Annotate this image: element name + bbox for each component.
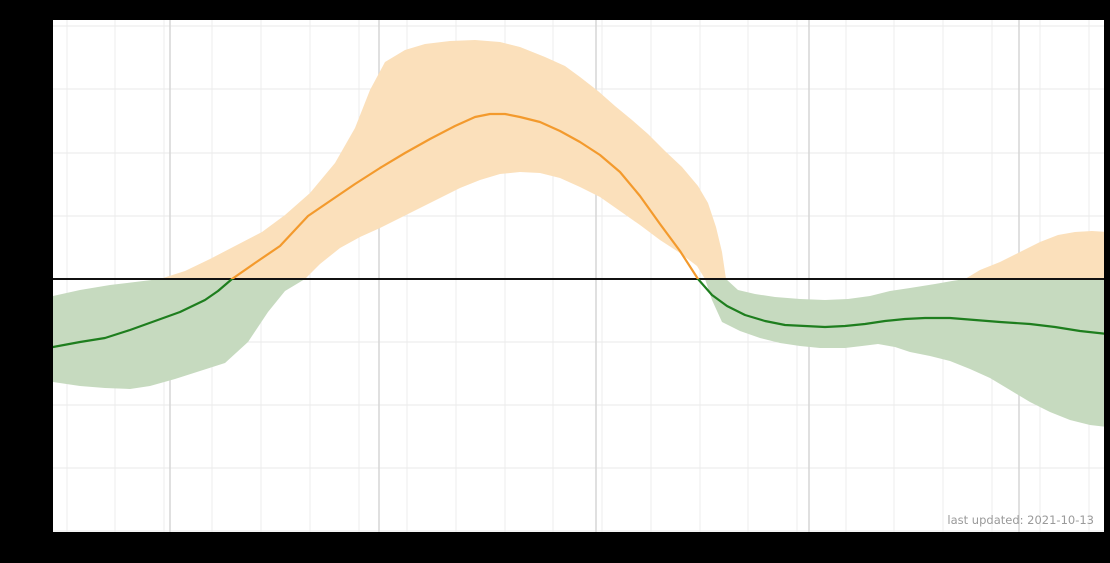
plot-area: last updated: 2021-10-13 bbox=[53, 20, 1104, 532]
chart-canvas: last updated: 2021-10-13 bbox=[0, 0, 1110, 563]
chart-plot-svg bbox=[53, 20, 1104, 532]
last-updated-caption: last updated: 2021-10-13 bbox=[947, 515, 1094, 527]
confidence-band-positive bbox=[53, 40, 1104, 427]
